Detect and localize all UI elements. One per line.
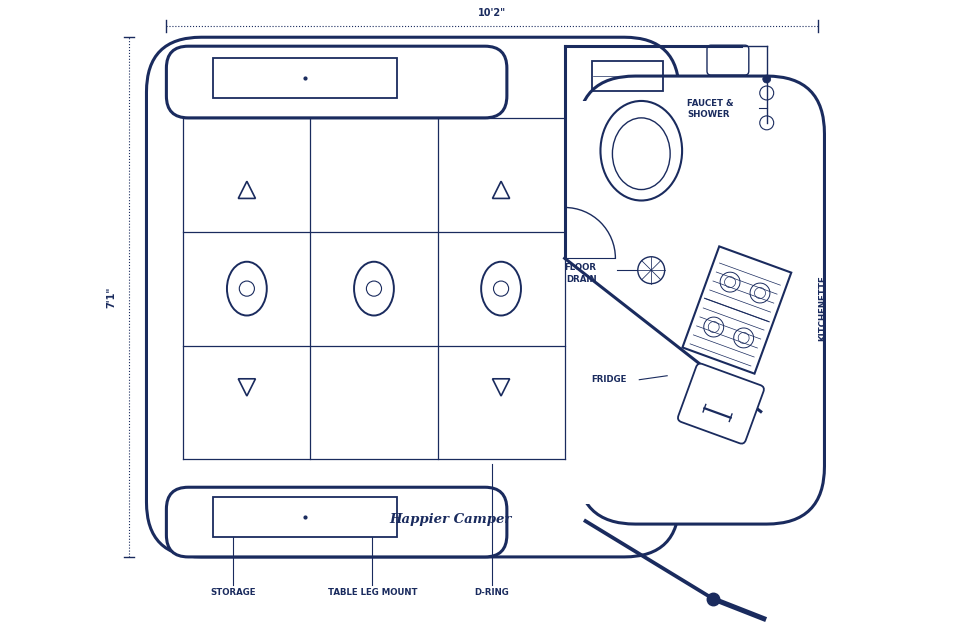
Text: 10'2": 10'2" (478, 8, 507, 18)
FancyBboxPatch shape (167, 46, 507, 118)
Text: D-RING: D-RING (474, 588, 510, 597)
Text: FLOOR
DRAIN: FLOOR DRAIN (564, 263, 597, 284)
Text: Happier Camper: Happier Camper (389, 513, 512, 525)
Bar (214, 497, 398, 537)
Text: FRIDGE: FRIDGE (591, 375, 627, 384)
FancyBboxPatch shape (678, 364, 764, 444)
FancyBboxPatch shape (578, 76, 825, 524)
Text: STORAGE: STORAGE (211, 588, 256, 597)
Bar (214, 58, 398, 98)
Text: TABLE LEG MOUNT: TABLE LEG MOUNT (328, 588, 418, 597)
FancyBboxPatch shape (147, 37, 679, 557)
Bar (591, 61, 663, 91)
Text: 7'1": 7'1" (106, 287, 117, 308)
Bar (682, 246, 791, 374)
FancyBboxPatch shape (167, 487, 507, 557)
Bar (575, 101, 603, 504)
Text: FAUCET &
SHOWER: FAUCET & SHOWER (687, 98, 734, 119)
Text: KITCHENETTE: KITCHENETTE (818, 275, 827, 341)
Circle shape (763, 75, 770, 83)
